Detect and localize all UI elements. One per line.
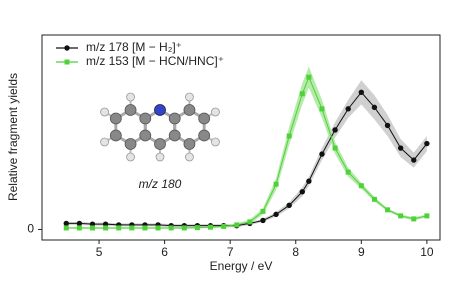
data-point (221, 223, 227, 229)
data-point (260, 208, 266, 214)
plot-frame (41, 34, 441, 241)
data-point (129, 225, 135, 231)
x-tick-label: 5 (96, 245, 103, 259)
data-point (332, 145, 338, 151)
data-point (371, 196, 377, 202)
data-point (345, 169, 351, 175)
data-point (358, 183, 364, 189)
x-tick-label: 10 (420, 245, 434, 259)
legend-marker (64, 59, 70, 65)
error-band (66, 80, 427, 228)
y-axis-label: Relative fragment yields (6, 73, 20, 201)
data-point (142, 225, 148, 231)
x-tick-label: 7 (227, 245, 234, 259)
carbon-atom (168, 112, 181, 125)
data-point (306, 178, 312, 184)
molecule (100, 92, 220, 162)
carbon-atom (168, 129, 181, 142)
y-tick-label: 0 (27, 222, 34, 236)
annotation: m/z 180 (139, 177, 182, 191)
data-point (286, 133, 292, 139)
data-point (260, 217, 266, 224)
data-point (76, 225, 82, 231)
hydrogen-atom (211, 107, 220, 117)
data-point (168, 225, 174, 231)
x-tick-label: 6 (161, 245, 168, 259)
data-point (155, 225, 161, 231)
carbon-atom (139, 112, 152, 125)
data-point (319, 151, 325, 157)
data-point (286, 202, 292, 209)
x-tick-label: 9 (358, 245, 365, 259)
data-point (234, 222, 240, 228)
legend-label: m/z 153 [M − HCN/HNC]⁺ (86, 54, 224, 68)
carbon-atom (124, 104, 137, 116)
carbon-atom (183, 138, 196, 150)
nitrogen-atom (154, 104, 166, 116)
data-point (116, 225, 122, 231)
data-point (424, 213, 430, 219)
data-point (424, 140, 430, 147)
carbon-atom (198, 129, 211, 142)
carbon-atom (198, 112, 211, 125)
data-point (332, 127, 338, 133)
data-point (384, 122, 391, 129)
data-point (273, 211, 279, 218)
x-axis-label: Energy / eV (210, 259, 273, 273)
data-point (411, 216, 417, 222)
data-point (319, 106, 325, 112)
carbon-atom (109, 129, 122, 142)
data-point (76, 220, 83, 227)
data-point (397, 145, 404, 151)
data-point (299, 189, 306, 195)
carbon-atom (109, 112, 122, 125)
data-point (345, 106, 351, 112)
data-point (306, 74, 312, 80)
data-point (385, 207, 391, 213)
carbon-atom (154, 138, 166, 150)
data-point (247, 219, 253, 225)
carbon-atom (183, 104, 196, 116)
data-point (371, 104, 378, 111)
data-point (299, 91, 305, 97)
hydrogen-atom (185, 92, 194, 102)
hydrogen-atom (211, 137, 220, 147)
data-point (411, 157, 417, 163)
hydrogen-atom (100, 107, 109, 117)
data-point (63, 220, 69, 227)
carbon-atom (139, 129, 152, 142)
error-band (66, 66, 427, 229)
legend-marker (64, 45, 70, 51)
hydrogen-atom (126, 152, 135, 162)
hydrogen-atom (100, 137, 109, 147)
data-point (398, 213, 404, 219)
hydrogen-atom (155, 152, 165, 162)
carbon-atom (124, 138, 137, 150)
data-point (208, 224, 214, 230)
hydrogen-atom (185, 152, 194, 162)
data-point (358, 89, 365, 95)
data-point (181, 225, 187, 231)
data-point (273, 181, 279, 187)
legend-label: m/z 178 [M − H₂]⁺ (86, 40, 182, 54)
data-point (63, 225, 69, 231)
data-point (103, 225, 109, 231)
hydrogen-atom (126, 92, 135, 102)
x-tick-label: 8 (292, 245, 299, 259)
data-point (194, 225, 200, 231)
data-point (89, 225, 95, 231)
